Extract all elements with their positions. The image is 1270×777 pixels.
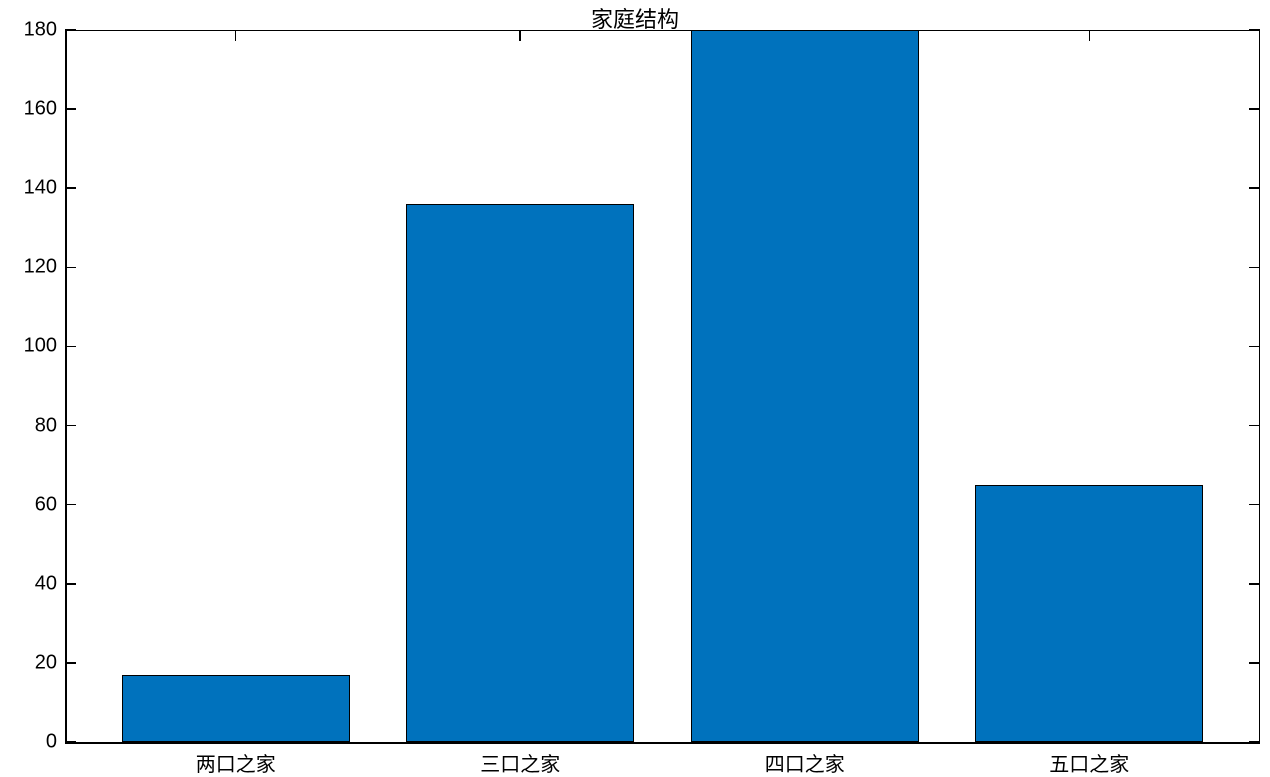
x-tick-label: 四口之家 <box>765 748 845 777</box>
y-tick <box>65 187 76 189</box>
bar <box>406 204 634 742</box>
y-tick-right <box>1249 346 1260 348</box>
y-tick-right <box>1249 267 1260 269</box>
y-tick-right <box>1249 425 1260 427</box>
y-tick-label: 20 <box>35 651 57 674</box>
x-tick-top <box>519 30 521 41</box>
y-tick <box>65 425 76 427</box>
y-tick <box>65 29 76 31</box>
y-tick-label: 120 <box>24 256 57 279</box>
bar <box>975 485 1203 742</box>
y-tick <box>65 346 76 348</box>
x-tick-top <box>1089 30 1091 41</box>
y-tick-label: 0 <box>46 731 57 754</box>
y-axis-line <box>65 30 67 742</box>
y-tick-right <box>1249 29 1260 31</box>
y-tick-label: 80 <box>35 414 57 437</box>
y-tick-right <box>1249 108 1260 110</box>
y-tick <box>65 108 76 110</box>
y-tick-label: 100 <box>24 335 57 358</box>
x-tick-label: 两口之家 <box>196 748 276 777</box>
y-tick-right <box>1249 504 1260 506</box>
chart-container: 家庭结构 020406080100120140160180 两口之家三口之家四口… <box>0 0 1270 777</box>
y-tick-label: 140 <box>24 177 57 200</box>
x-tick-top <box>235 30 237 41</box>
y-tick <box>65 662 76 664</box>
y-tick-right <box>1249 583 1260 585</box>
y-tick <box>65 741 76 743</box>
x-tick-label: 五口之家 <box>1049 748 1129 777</box>
y-tick <box>65 267 76 269</box>
bar <box>122 675 350 742</box>
x-tick-label: 三口之家 <box>480 748 560 777</box>
y-tick-right <box>1249 662 1260 664</box>
y-tick-label: 180 <box>24 19 57 42</box>
y-tick <box>65 583 76 585</box>
y-tick-label: 160 <box>24 98 57 121</box>
y-tick-right <box>1249 187 1260 189</box>
y-tick <box>65 504 76 506</box>
y-tick-label: 40 <box>35 572 57 595</box>
bar <box>691 30 919 742</box>
x-axis-line <box>65 742 1260 744</box>
y-tick-label: 60 <box>35 493 57 516</box>
y-tick-right <box>1249 741 1260 743</box>
